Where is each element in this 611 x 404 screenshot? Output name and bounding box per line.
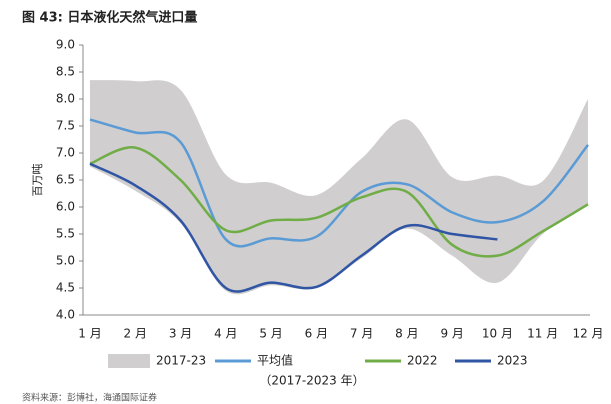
x-tick-label: 2 月 [124, 327, 147, 341]
series-line [89, 162, 498, 293]
legend-label: 2023 [497, 354, 528, 368]
series-line [89, 118, 589, 248]
y-tick-label: 8.0 [56, 92, 75, 106]
y-tick-label: 6.5 [56, 173, 75, 187]
legend-label: 2022 [407, 354, 438, 368]
y-tick-label: 5.0 [56, 254, 75, 268]
x-tick-label: 12 月 [572, 327, 603, 341]
chart-title: 图 43: 日本液化天然气进口量 [22, 10, 197, 26]
y-tick-label: 9.0 [56, 38, 75, 52]
legend-subtitle: （2017-2023 年） [259, 374, 364, 388]
y-axis-label: 百万吨 [31, 164, 44, 197]
x-tick-label: 4 月 [214, 327, 237, 341]
legend-label: 2017-23 [156, 354, 206, 368]
y-tick-label: 4.0 [56, 308, 75, 322]
x-tick-label: 6 月 [305, 327, 328, 341]
x-tick-label: 5 月 [259, 327, 282, 341]
series-line [89, 146, 589, 258]
x-tick-label: 9 月 [440, 327, 463, 341]
x-tick-label: 3 月 [169, 327, 192, 341]
x-tick-label: 1 月 [78, 327, 101, 341]
y-tick-label: 4.5 [56, 281, 75, 295]
x-tick-label: 11 月 [527, 327, 558, 341]
y-tick-label: 7.0 [56, 146, 75, 160]
range-band [90, 80, 588, 295]
source-note: 资料来源：彭博社，海通国际证券 [22, 392, 157, 404]
x-tick-label: 8 月 [395, 327, 418, 341]
legend-label: 平均值 [257, 353, 293, 368]
x-tick-label: 10 月 [482, 327, 513, 341]
legend-swatch [108, 354, 150, 368]
y-tick-label: 8.5 [56, 65, 75, 79]
y-tick-label: 6.0 [56, 200, 75, 214]
y-tick-label: 7.5 [56, 119, 75, 133]
x-tick-label: 7 月 [350, 327, 373, 341]
y-tick-label: 5.5 [56, 227, 75, 241]
